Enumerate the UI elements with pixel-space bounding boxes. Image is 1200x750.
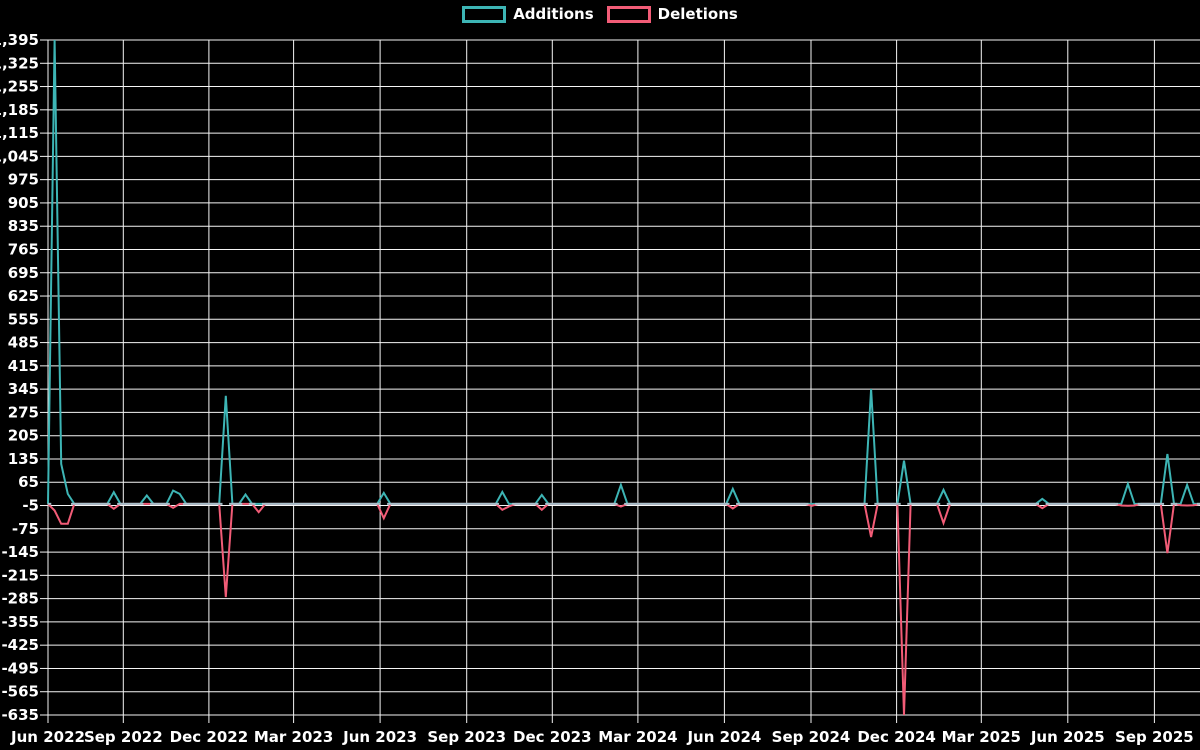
additions-swatch-icon — [462, 6, 507, 23]
x-tick-label: Jun 2023 — [342, 728, 417, 746]
x-tick-label: Dec 2022 — [170, 728, 249, 746]
x-tick-label: Sep 2023 — [427, 728, 506, 746]
y-tick-label: -75 — [12, 520, 39, 538]
y-tick-label: 135 — [8, 450, 39, 468]
y-tick-label: -285 — [1, 590, 39, 608]
x-tick-label: Dec 2024 — [857, 728, 936, 746]
y-tick-label: 275 — [8, 403, 39, 421]
x-tick-label: Dec 2023 — [513, 728, 592, 746]
y-tick-label: -565 — [1, 683, 39, 701]
y-tick-label: 905 — [8, 194, 39, 212]
y-tick-label: 765 — [8, 240, 39, 258]
x-tick-label: Sep 2022 — [84, 728, 163, 746]
x-tick-label: Mar 2023 — [254, 728, 333, 746]
deletions-swatch-icon — [606, 6, 651, 23]
y-tick-label: 1,115 — [0, 124, 39, 142]
legend-label-deletions: Deletions — [657, 5, 738, 23]
legend-label-additions: Additions — [513, 5, 594, 23]
legend-item-additions[interactable]: Additions — [462, 5, 594, 23]
y-tick-label: 555 — [8, 310, 39, 328]
y-tick-label: 65 — [18, 473, 39, 491]
y-tick-label: -5 — [22, 497, 39, 515]
x-tick-label: Jun 2025 — [1030, 728, 1105, 746]
x-tick-label: Jun 2022 — [10, 728, 85, 746]
y-tick-label: 695 — [8, 264, 39, 282]
y-tick-label: -635 — [1, 706, 39, 724]
y-tick-label: -495 — [1, 659, 39, 677]
deletions-line — [47, 502, 1200, 716]
y-tick-label: 485 — [8, 334, 39, 352]
y-tick-label: 415 — [8, 357, 39, 375]
y-tick-label: -425 — [1, 636, 39, 654]
y-tick-label: 625 — [8, 287, 39, 305]
y-tick-label: 1,255 — [0, 78, 39, 96]
y-tick-label: 975 — [8, 171, 39, 189]
y-tick-label: 1,395 — [0, 31, 39, 49]
x-tick-label: Jun 2024 — [686, 728, 761, 746]
chart-legend: Additions Deletions — [0, 6, 1200, 23]
y-tick-label: 345 — [8, 380, 39, 398]
x-tick-label: Mar 2024 — [598, 728, 677, 746]
y-tick-label: -215 — [1, 566, 39, 584]
y-tick-label: 205 — [8, 427, 39, 445]
y-tick-label: 1,045 — [0, 147, 39, 165]
y-tick-label: 1,185 — [0, 101, 39, 119]
legend-item-deletions[interactable]: Deletions — [606, 5, 738, 23]
x-tick-label: Sep 2024 — [772, 728, 851, 746]
y-tick-label: 835 — [8, 217, 39, 235]
x-tick-label: Sep 2025 — [1115, 728, 1194, 746]
y-tick-label: -355 — [1, 613, 39, 631]
y-tick-label: -145 — [1, 543, 39, 561]
y-tick-label: 1,325 — [0, 54, 39, 72]
x-tick-label: Mar 2025 — [942, 728, 1021, 746]
